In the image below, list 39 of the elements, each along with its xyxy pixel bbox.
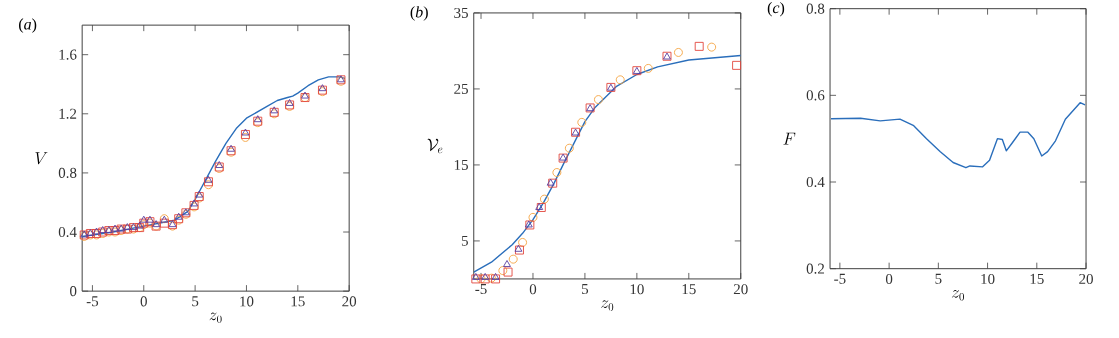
y-tick-label: 0.6 (806, 90, 825, 101)
x-tick-label: -5 (475, 284, 487, 295)
y-tick-label: 0.4 (58, 226, 77, 238)
x-tick-label: 15 (1030, 273, 1044, 284)
chart-title: (a) (19, 18, 37, 33)
x-tick-label: 20 (342, 296, 357, 307)
x-tick-label: 15 (682, 284, 696, 295)
y-tick-label: 5 (461, 235, 468, 246)
x-tick-label: 10 (981, 273, 995, 284)
x-tick-label: 10 (630, 284, 644, 295)
x-tick-label: 5 (582, 284, 589, 295)
y-tick-label: 0.8 (806, 3, 825, 14)
chart-title: (c) (767, 1, 785, 17)
chart-title: (b) (410, 6, 428, 21)
x-tick-label: 0 (140, 296, 147, 307)
y-tick-label: 35 (454, 7, 468, 18)
x-tick-label: 20 (733, 284, 748, 295)
y-tick-label: 1.6 (59, 49, 77, 60)
y-axis-title: $V$ (35, 152, 48, 165)
y-axis-title: $F$ (783, 132, 796, 145)
x-tick-label: 5 (935, 273, 942, 284)
y-tick-label: 15 (454, 159, 468, 170)
y-tick-label: 25 (454, 83, 468, 94)
x-axis-title: $z_0$ (209, 312, 222, 323)
x-tick-label: 10 (240, 296, 254, 307)
x-axis-title: $z_0$ (951, 290, 964, 301)
y-tick-label: 1.2 (59, 108, 77, 119)
x-tick-label: 0 (529, 284, 537, 295)
x-tick-label: 5 (192, 296, 199, 307)
x-tick-label: -5 (834, 273, 846, 284)
x-tick-label: 15 (291, 296, 305, 307)
x-tick-label: -5 (86, 296, 99, 307)
x-axis-title: $z_0$ (601, 300, 614, 311)
y-axis-title: $\mathcal{V}_e$ (427, 138, 443, 154)
x-tick-label: 20 (1079, 273, 1093, 284)
y-tick-label: 0.4 (806, 176, 825, 188)
x-tick-label: 0 (885, 273, 893, 284)
y-tick-label: 0.2 (806, 263, 825, 274)
y-tick-label: 0.8 (58, 167, 77, 179)
